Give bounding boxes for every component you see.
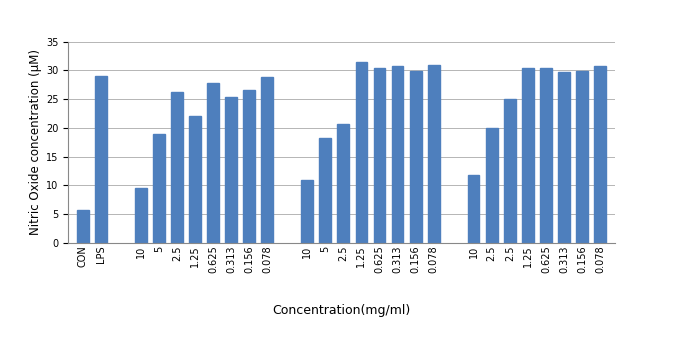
Bar — [428, 65, 440, 243]
Bar — [558, 71, 570, 243]
Bar — [576, 71, 588, 243]
Bar — [262, 77, 273, 243]
Bar — [486, 128, 497, 243]
Bar — [540, 68, 552, 243]
Bar — [594, 66, 606, 243]
Bar — [356, 62, 367, 243]
Bar — [225, 97, 237, 243]
X-axis label: Concentration(mg/ml): Concentration(mg/ml) — [273, 304, 410, 317]
Bar — [135, 188, 147, 243]
Bar — [320, 138, 331, 243]
Bar — [77, 210, 89, 243]
Bar — [522, 68, 533, 243]
Bar — [410, 71, 421, 243]
Bar — [189, 116, 201, 243]
Bar — [337, 124, 349, 243]
Bar — [207, 83, 219, 243]
Y-axis label: Nitric Oxide concentration (μM): Nitric Oxide concentration (μM) — [29, 49, 42, 235]
Bar — [468, 175, 479, 243]
Bar — [392, 66, 404, 243]
Bar — [374, 68, 385, 243]
Bar — [504, 99, 516, 243]
Bar — [95, 76, 107, 243]
Bar — [301, 180, 313, 243]
Bar — [171, 92, 183, 243]
Bar — [243, 90, 255, 243]
Bar — [153, 134, 165, 243]
